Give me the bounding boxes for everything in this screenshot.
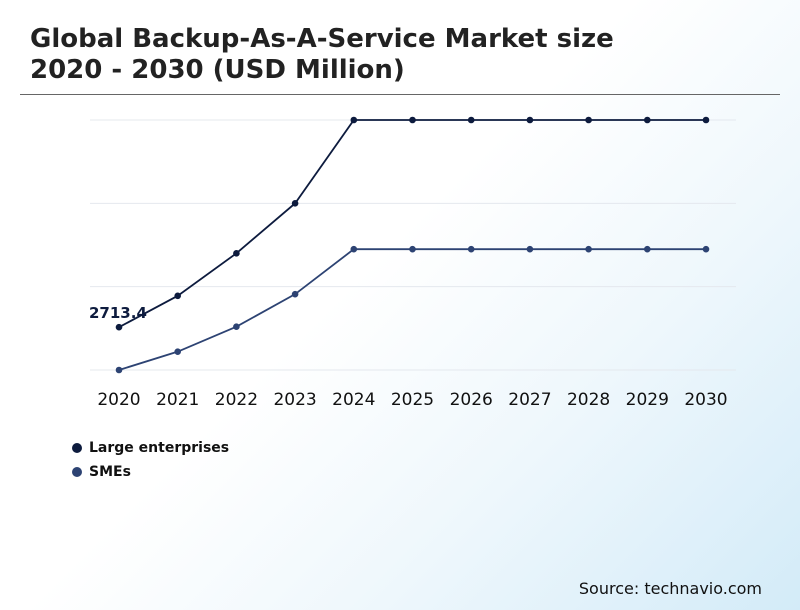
data-point[interactable] — [644, 116, 651, 124]
legend-marker-icon — [72, 443, 82, 453]
data-point[interactable] — [585, 116, 592, 124]
data-point[interactable] — [526, 245, 534, 253]
data-point[interactable] — [526, 116, 534, 124]
x-tick-label: 2030 — [684, 390, 727, 410]
data-label: 2713.4 — [89, 304, 147, 322]
data-point[interactable] — [702, 116, 710, 124]
x-tick-label: 2029 — [626, 390, 669, 410]
data-point[interactable] — [233, 323, 240, 330]
data-point[interactable] — [350, 116, 358, 124]
legend: Large enterprises SMEs — [72, 436, 229, 484]
data-point[interactable] — [291, 200, 299, 207]
data-point[interactable] — [467, 245, 475, 253]
x-tick-label: 2024 — [332, 390, 375, 410]
series-line-0 — [118, 119, 706, 329]
x-axis-ticks: 2020 2021 2022 2023 2024 2025 2026 2027 2028 2029… — [97, 390, 727, 410]
legend-item-smes[interactable]: SMEs — [72, 460, 229, 484]
data-point[interactable] — [409, 116, 416, 124]
data-point[interactable] — [350, 245, 358, 253]
chart-title: Global Backup-As-A-Service Market size 2… — [30, 24, 614, 85]
data-point[interactable] — [174, 292, 181, 300]
data-point[interactable] — [115, 323, 123, 331]
data-point[interactable] — [233, 250, 240, 257]
x-tick-label: 2023 — [273, 390, 316, 410]
x-tick-label: 2027 — [508, 390, 551, 410]
legend-item-large-enterprises[interactable]: Large enterprises — [72, 436, 229, 460]
x-tick-label: 2022 — [215, 390, 258, 410]
series-lines — [118, 119, 706, 371]
source-credit: Source: technavio.com — [578, 579, 762, 598]
legend-label: SMEs — [89, 464, 131, 480]
gridlines — [90, 119, 736, 371]
data-point[interactable] — [702, 245, 710, 253]
data-point[interactable] — [467, 116, 475, 124]
data-annotations: 2713.4 — [89, 304, 147, 322]
legend-label: Large enterprises — [89, 440, 230, 456]
data-point[interactable] — [291, 290, 299, 298]
x-tick-label: 2021 — [156, 390, 199, 410]
data-point[interactable] — [409, 245, 416, 253]
title-divider — [20, 94, 780, 95]
data-point[interactable] — [644, 245, 651, 253]
x-tick-label: 2026 — [450, 390, 493, 410]
data-point[interactable] — [115, 366, 123, 374]
legend-marker-icon — [72, 467, 82, 477]
x-tick-label: 2025 — [391, 390, 434, 410]
x-tick-label: 2028 — [567, 390, 610, 410]
x-tick-label: 2020 — [97, 390, 140, 410]
series-line-1 — [118, 248, 706, 371]
data-point[interactable] — [174, 348, 181, 355]
data-points — [115, 116, 710, 374]
data-point[interactable] — [585, 245, 592, 253]
